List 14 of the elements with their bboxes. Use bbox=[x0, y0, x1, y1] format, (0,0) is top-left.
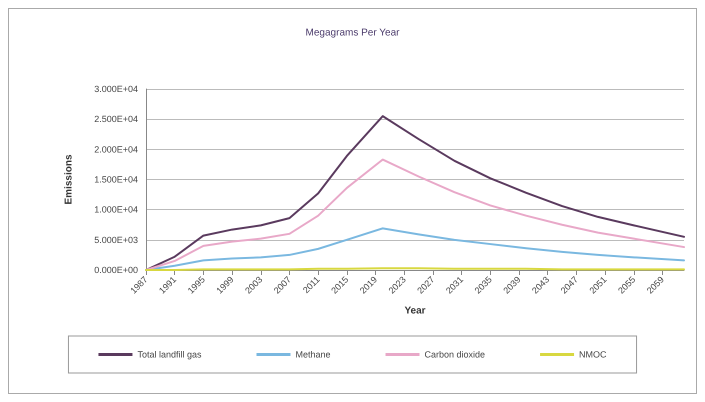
y-tick-label: 3.000E+04 bbox=[94, 84, 138, 94]
legend-label: Carbon dioxide bbox=[424, 350, 486, 360]
y-axis-title: Emissions bbox=[64, 154, 74, 205]
x-axis-title: Year bbox=[404, 306, 426, 316]
chart-title: Megagrams Per Year bbox=[306, 28, 400, 38]
y-tick-label: 1.000E+04 bbox=[94, 204, 138, 215]
y-tick-label: 5.000E+03 bbox=[94, 234, 138, 245]
y-tick-label: 2.500E+04 bbox=[94, 114, 138, 124]
legend-label: Methane bbox=[295, 350, 331, 360]
legend-label: NMOC bbox=[579, 350, 608, 360]
y-tick-label: 1.500E+04 bbox=[94, 174, 138, 184]
y-tick-label: 2.000E+04 bbox=[94, 144, 138, 154]
y-tick-label: 0.000E+00 bbox=[94, 265, 138, 275]
legend-label: Total landfill gas bbox=[137, 350, 202, 360]
